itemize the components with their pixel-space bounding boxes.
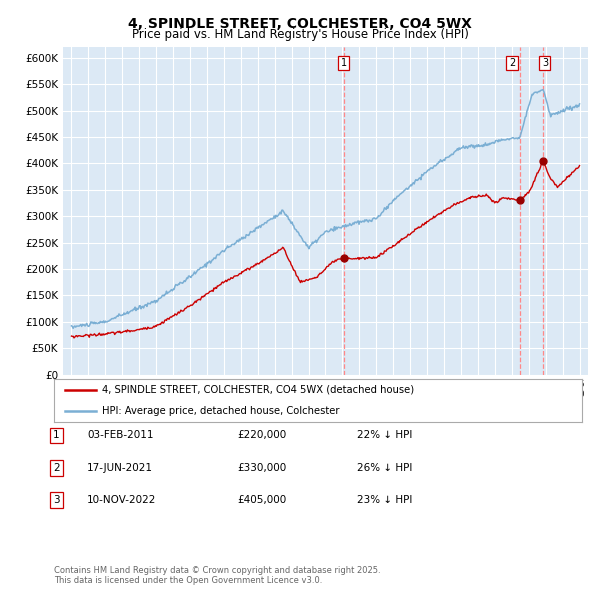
Text: Price paid vs. HM Land Registry's House Price Index (HPI): Price paid vs. HM Land Registry's House … — [131, 28, 469, 41]
Text: 3: 3 — [542, 58, 548, 68]
Text: Contains HM Land Registry data © Crown copyright and database right 2025.
This d: Contains HM Land Registry data © Crown c… — [54, 566, 380, 585]
Text: 1: 1 — [341, 58, 347, 68]
Text: 26% ↓ HPI: 26% ↓ HPI — [357, 463, 412, 473]
Text: 2: 2 — [53, 463, 60, 473]
Text: £220,000: £220,000 — [237, 431, 286, 440]
Text: 3: 3 — [53, 496, 60, 505]
Text: 17-JUN-2021: 17-JUN-2021 — [87, 463, 153, 473]
Text: £405,000: £405,000 — [237, 496, 286, 505]
Text: 10-NOV-2022: 10-NOV-2022 — [87, 496, 157, 505]
Text: £330,000: £330,000 — [237, 463, 286, 473]
Text: 23% ↓ HPI: 23% ↓ HPI — [357, 496, 412, 505]
Text: 22% ↓ HPI: 22% ↓ HPI — [357, 431, 412, 440]
Text: HPI: Average price, detached house, Colchester: HPI: Average price, detached house, Colc… — [101, 407, 339, 416]
Text: 2: 2 — [509, 58, 515, 68]
Text: 4, SPINDLE STREET, COLCHESTER, CO4 5WX: 4, SPINDLE STREET, COLCHESTER, CO4 5WX — [128, 17, 472, 31]
Text: 4, SPINDLE STREET, COLCHESTER, CO4 5WX (detached house): 4, SPINDLE STREET, COLCHESTER, CO4 5WX (… — [101, 385, 413, 395]
Text: 1: 1 — [53, 431, 60, 440]
Text: 03-FEB-2011: 03-FEB-2011 — [87, 431, 154, 440]
